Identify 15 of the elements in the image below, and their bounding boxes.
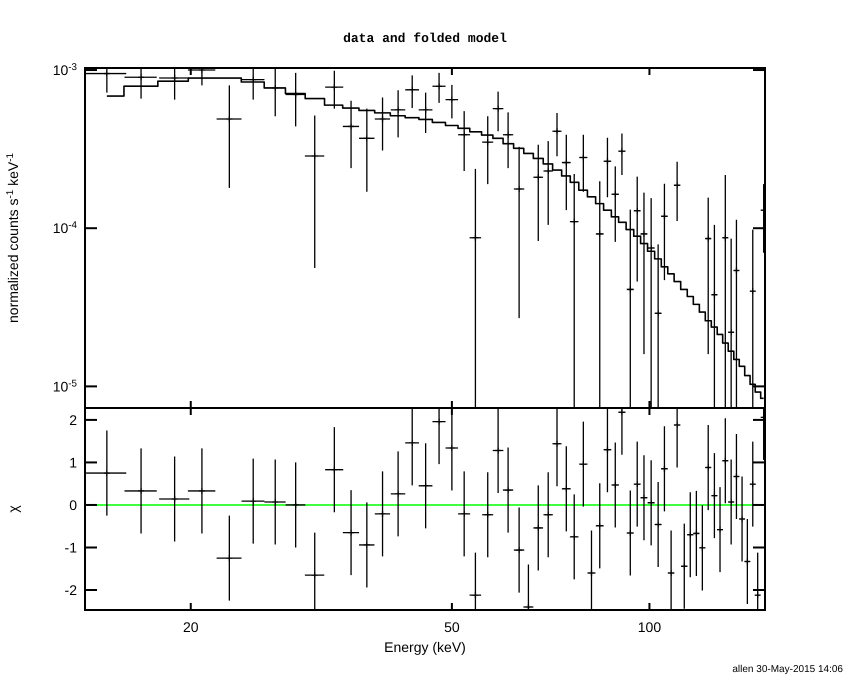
- text: allen 30-May-2015 14:06: [732, 664, 844, 675]
- x-tick-label: 20: [182, 619, 199, 635]
- y-tick-label: 0: [69, 496, 78, 513]
- x-tick-label: 50: [444, 619, 460, 635]
- y-tick-label: -2: [64, 582, 78, 598]
- y-tick-label: 1: [69, 454, 78, 470]
- x-axis-title: Energy (keV): [384, 639, 466, 655]
- chart-title: data and folded model: [343, 31, 508, 46]
- y-tick-label: -1: [64, 539, 78, 556]
- y-tick-label: 10$^{-5}$: [52, 378, 78, 394]
- y-tick-label: 2: [69, 412, 78, 428]
- x-tick-label: 100: [638, 619, 662, 635]
- y-tick-label: 10$^{-3}$: [52, 62, 78, 78]
- y-axis-title: χ: [5, 504, 21, 513]
- y-tick-label: 10$^{-4}$: [52, 220, 78, 236]
